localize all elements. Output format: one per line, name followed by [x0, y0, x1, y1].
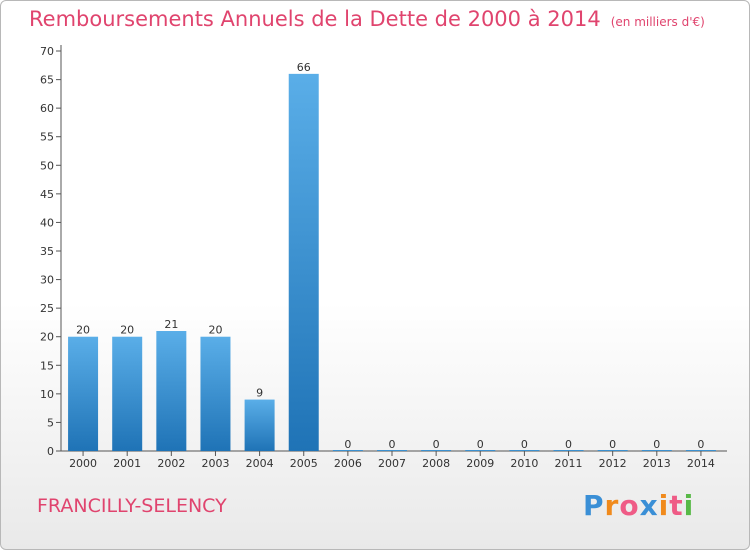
- y-tick-label: 70: [40, 45, 54, 58]
- data-label-2002: 21: [164, 318, 178, 331]
- x-tick-label: 2000: [69, 457, 97, 470]
- data-label-2013: 0: [653, 438, 660, 451]
- data-label-2010: 0: [521, 438, 528, 451]
- logo-letter: i: [683, 489, 695, 522]
- x-tick-label: 2011: [555, 457, 583, 470]
- bar-2009: [465, 450, 496, 451]
- data-label-2003: 20: [208, 324, 222, 337]
- y-tick-label: 35: [40, 245, 54, 258]
- y-tick-label: 40: [40, 216, 54, 229]
- bar-2002: [156, 331, 187, 451]
- data-label-2001: 20: [120, 324, 134, 337]
- y-tick-label: 65: [40, 74, 54, 87]
- logo-letter: r: [604, 489, 620, 522]
- x-tick-label: 2013: [643, 457, 671, 470]
- bar-2008: [421, 450, 452, 451]
- logo-letter: x: [639, 489, 659, 522]
- data-label-2014: 0: [697, 438, 704, 451]
- logo-letter: t: [669, 489, 684, 522]
- title-text: Remboursements Annuels de la Dette de 20…: [29, 7, 601, 31]
- bar-2012: [597, 450, 628, 451]
- logo-letter: i: [658, 489, 670, 522]
- data-labels: 20 20 21 20 9 66 0 0 0 0 0 0 0 0 0: [76, 61, 704, 451]
- data-label-2011: 0: [565, 438, 572, 451]
- x-tick-label: 2006: [334, 457, 362, 470]
- data-label-2004: 9: [256, 387, 263, 400]
- bar-2004: [244, 399, 275, 451]
- data-label-2008: 0: [433, 438, 440, 451]
- y-tick-label: 10: [40, 388, 54, 401]
- bar-2011: [553, 450, 584, 451]
- data-label-2000: 20: [76, 324, 90, 337]
- bars: [68, 73, 716, 451]
- y-tick-label: 55: [40, 131, 54, 144]
- y-tick-label: 0: [47, 445, 54, 458]
- data-label-2006: 0: [344, 438, 351, 451]
- bar-2003: [200, 336, 231, 451]
- x-tick-label: 2005: [290, 457, 318, 470]
- proxiti-logo: Proxiti: [583, 489, 694, 522]
- bar-2005: [288, 73, 319, 451]
- data-label-2007: 0: [389, 438, 396, 451]
- y-tick-label: 50: [40, 159, 54, 172]
- y-axis: 0 5 10 15 20 25 30 35 40 45 50 55 60 65 70: [40, 45, 62, 458]
- x-tick-label: 2009: [466, 457, 494, 470]
- y-tick-label: 30: [40, 274, 54, 287]
- y-tick-label: 25: [40, 302, 54, 315]
- x-tick-label: 2003: [201, 457, 229, 470]
- bar-2006: [332, 450, 363, 451]
- bar-2001: [112, 336, 143, 451]
- x-tick-label: 2008: [422, 457, 450, 470]
- logo-letter: o: [619, 489, 640, 522]
- x-tick-label: 2004: [246, 457, 274, 470]
- logo-letter: P: [583, 489, 605, 522]
- x-tick-label: 2010: [510, 457, 538, 470]
- y-tick-label: 5: [47, 416, 54, 429]
- x-tick-label: 2002: [157, 457, 185, 470]
- x-tick-label: 2007: [378, 457, 406, 470]
- bar-2014: [685, 450, 716, 451]
- x-tick-label: 2001: [113, 457, 141, 470]
- x-tick-label: 2014: [687, 457, 715, 470]
- chart-title: Remboursements Annuels de la Dette de 20…: [29, 7, 705, 31]
- y-tick-label: 15: [40, 359, 54, 372]
- bar-2013: [641, 450, 672, 451]
- data-label-2005: 66: [297, 61, 311, 74]
- bar-2010: [509, 450, 540, 451]
- x-axis: 2000 2001 2002 2003 2004 2005 2006 2007 2008 2009…: [61, 450, 727, 470]
- commune-name: FRANCILLY-SELENCY: [37, 495, 227, 517]
- y-tick-label: 60: [40, 102, 54, 115]
- y-tick-label: 20: [40, 331, 54, 344]
- data-label-2012: 0: [609, 438, 616, 451]
- bar-2000: [68, 336, 99, 451]
- unit-label: (en milliers d'€): [610, 15, 705, 29]
- x-tick-label: 2012: [599, 457, 627, 470]
- data-label-2009: 0: [477, 438, 484, 451]
- bar-2007: [377, 450, 407, 451]
- y-tick-label: 45: [40, 188, 54, 201]
